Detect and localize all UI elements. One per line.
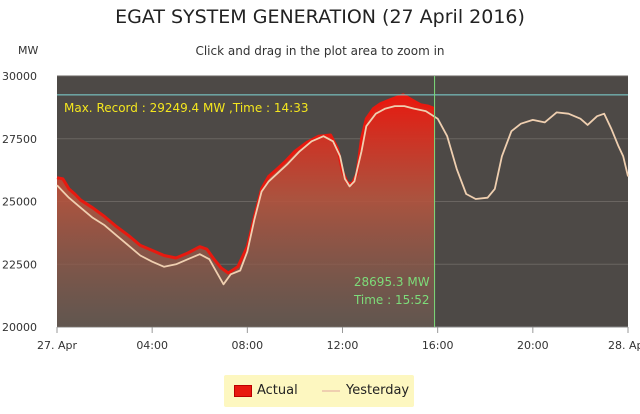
current-time-text: Time : 15:52	[353, 293, 430, 307]
chart-subtitle: Click and drag in the plot area to zoom …	[195, 44, 445, 58]
y-tick-label: 27500	[2, 133, 37, 146]
y-tick-label: 22500	[2, 258, 37, 271]
legend-label-actual[interactable]: Actual	[257, 383, 298, 398]
axes: 20000 22500 25000 27500 30000 27. Apr 04:00 08:…	[2, 70, 640, 352]
current-value-text: 28695.3 MW	[354, 275, 430, 289]
series-line-actual	[56, 93, 436, 275]
legend-swatch-actual[interactable]	[234, 385, 252, 397]
series-area-actual	[57, 94, 435, 327]
x-tick-label: 12:00	[327, 339, 359, 352]
series-layer	[56, 93, 629, 327]
y-tick-label: 30000	[2, 70, 37, 83]
x-tick-label: 28. Apr	[608, 339, 640, 352]
series-line-yesterday	[56, 105, 629, 286]
max-record-text: Max. Record : 29249.4 MW ,Time : 14:33	[64, 101, 308, 115]
y-tick-label: 25000	[2, 196, 37, 209]
annotations: Max. Record : 29249.4 MW ,Time : 14:33 28…	[57, 76, 628, 327]
y-tick-label: 20000	[2, 321, 37, 334]
legend-swatch-yesterday[interactable]	[322, 390, 340, 392]
x-tick-label: 20:00	[517, 339, 549, 352]
legend: Actual Yesterday	[224, 375, 414, 407]
chart-title: EGAT SYSTEM GENERATION (27 April 2016)	[115, 6, 525, 28]
x-tick-label: 04:00	[136, 339, 168, 352]
y-axis-label: MW	[18, 44, 39, 57]
x-tick-label: 08:00	[231, 339, 263, 352]
x-tick-label: 27. Apr	[37, 339, 77, 352]
legend-label-yesterday[interactable]: Yesterday	[346, 383, 410, 398]
x-tick-label: 16:00	[422, 339, 454, 352]
